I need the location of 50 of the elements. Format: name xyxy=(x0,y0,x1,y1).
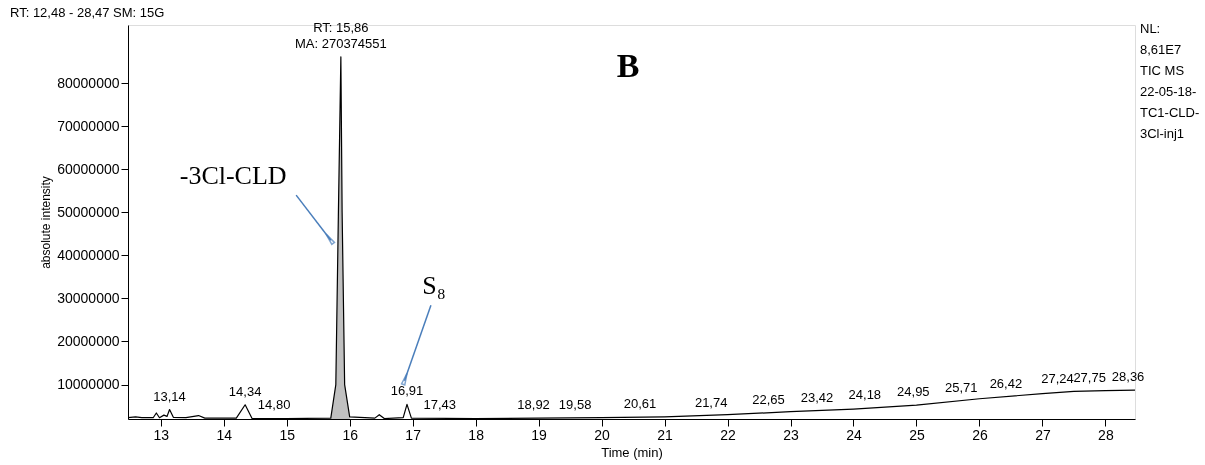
annotation: 28,36 xyxy=(1111,369,1145,385)
x-tick-label: 19 xyxy=(531,426,548,443)
x-tick-label: 20 xyxy=(594,426,611,443)
annotation: 20,61 xyxy=(623,396,657,412)
annotation: 21,74 xyxy=(694,394,728,410)
annotation: 18,92 xyxy=(517,397,550,413)
annotation: 26,42 xyxy=(989,376,1023,392)
annotation: 17,43 xyxy=(423,397,457,413)
y-tick-label: 60000000 xyxy=(57,160,120,177)
annotation: 23,42 xyxy=(800,389,834,405)
annotation: RT: 15,86 MA: 270374551 xyxy=(294,19,387,51)
annotation: B xyxy=(616,47,640,84)
annotation: S₈ xyxy=(422,270,446,300)
x-tick-label: 26 xyxy=(972,426,988,443)
annotation: 24,18 xyxy=(848,387,882,403)
annotation: 25,71 xyxy=(944,380,978,396)
x-axis-title: Time (min) xyxy=(601,444,663,460)
x-tick-label: 15 xyxy=(279,426,296,443)
y-tick-label: 30000000 xyxy=(57,289,120,306)
annotation: 27,24 xyxy=(1041,371,1074,387)
y-tick-label: 20000000 xyxy=(57,332,120,349)
x-tick-label: 27 xyxy=(1035,426,1051,443)
y-tick-label: 40000000 xyxy=(57,246,120,263)
x-tick-label: 23 xyxy=(783,426,800,443)
x-tick-label: 14 xyxy=(216,426,233,443)
annotation: 14,34 xyxy=(228,383,262,399)
annotation: 19,58 xyxy=(558,397,592,413)
annotation: 27,75 xyxy=(1073,370,1106,386)
text: RT: 12,48 - 28,47 SM: 15G xyxy=(10,5,165,20)
x-tick-label: 22 xyxy=(720,426,737,443)
annotation: 13,14 xyxy=(153,388,186,404)
x-tick-label: 21 xyxy=(657,426,674,443)
y-tick-label: 10000000 xyxy=(57,376,120,393)
y-axis-title: absolute intensity xyxy=(39,176,54,269)
x-tick-label: 24 xyxy=(846,426,862,443)
x-tick-label: 28 xyxy=(1098,426,1114,443)
x-tick-label: 25 xyxy=(909,426,925,443)
y-tick-label: 70000000 xyxy=(57,117,120,134)
annotation: 16,91 xyxy=(390,383,424,399)
x-tick-label: 17 xyxy=(405,426,422,443)
annotation: 22,65 xyxy=(752,391,785,407)
y-tick-label: 50000000 xyxy=(57,203,120,220)
y-tick-label: 80000000 xyxy=(57,74,120,91)
annotation: -3Cl-CLD xyxy=(179,160,287,190)
x-tick-label: 13 xyxy=(153,426,170,443)
x-tick-label: 16 xyxy=(342,426,359,443)
x-tick-label: 18 xyxy=(468,426,485,443)
text: NL: 8,61E7 TIC MS 22-05-18- TC1-CLD- 3Cl-inj1 xyxy=(1140,21,1200,141)
annotation: 14,80 xyxy=(257,397,291,413)
annotation: 24,95 xyxy=(897,384,930,400)
